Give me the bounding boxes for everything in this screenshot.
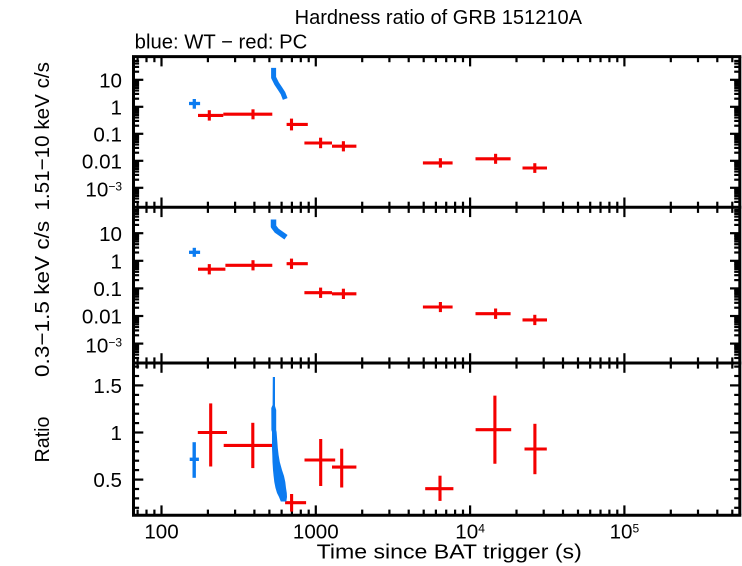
svg-text:104: 104 bbox=[455, 520, 485, 543]
svg-text:Ratio: Ratio bbox=[31, 417, 54, 463]
svg-text:Hardness ratio of GRB 151210A: Hardness ratio of GRB 151210A bbox=[295, 7, 583, 29]
svg-text:1.51−10 keV c/s: 1.51−10 keV c/s bbox=[31, 62, 54, 211]
svg-text:0.01: 0.01 bbox=[82, 151, 122, 174]
svg-text:0.3−1.5 keV c/s: 0.3−1.5 keV c/s bbox=[31, 221, 54, 377]
svg-text:1: 1 bbox=[111, 251, 122, 274]
svg-text:Time since BAT trigger (s): Time since BAT trigger (s) bbox=[317, 542, 582, 564]
svg-text:0.1: 0.1 bbox=[93, 124, 122, 147]
svg-text:10: 10 bbox=[99, 70, 122, 93]
svg-text:blue: WT − red: PC: blue: WT − red: PC bbox=[135, 32, 308, 54]
svg-text:1.5: 1.5 bbox=[93, 375, 122, 398]
svg-text:1: 1 bbox=[111, 422, 122, 445]
svg-text:0.01: 0.01 bbox=[82, 306, 122, 329]
svg-text:105: 105 bbox=[610, 520, 640, 543]
svg-text:10: 10 bbox=[99, 223, 122, 246]
svg-text:0.1: 0.1 bbox=[93, 278, 122, 301]
svg-text:1000: 1000 bbox=[293, 520, 339, 543]
svg-text:1: 1 bbox=[111, 97, 122, 120]
svg-text:0.5: 0.5 bbox=[93, 469, 122, 492]
svg-text:100: 100 bbox=[144, 520, 178, 543]
